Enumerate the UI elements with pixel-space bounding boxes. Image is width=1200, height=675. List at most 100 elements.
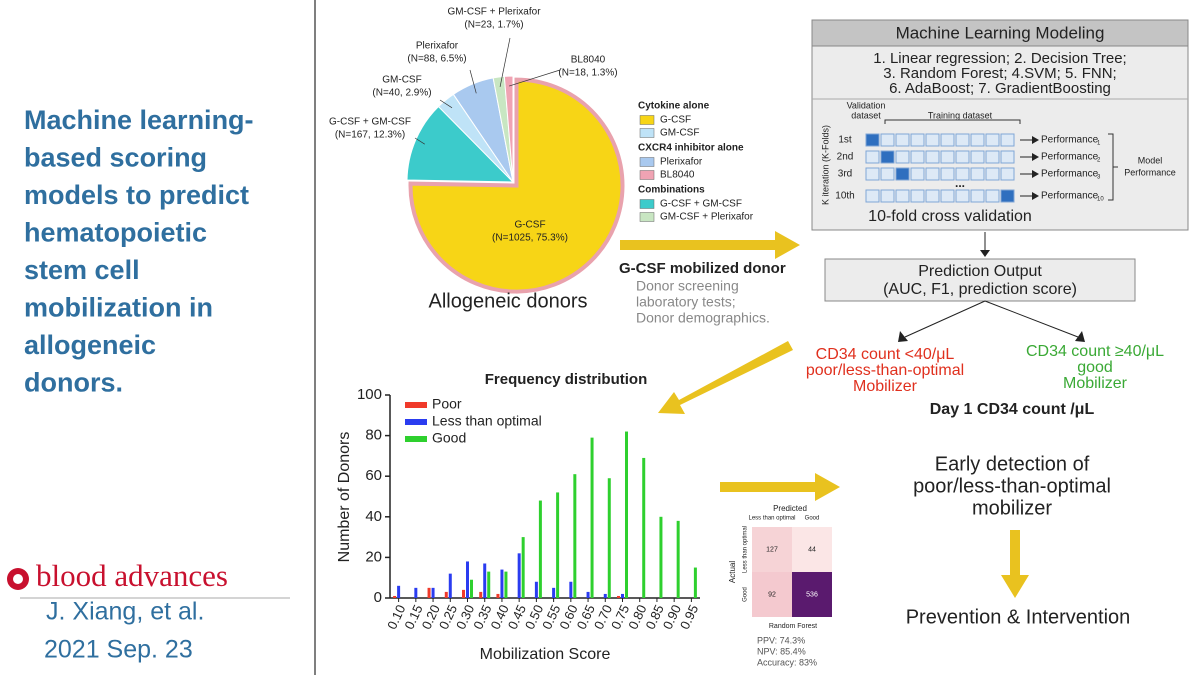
brace xyxy=(884,119,1021,124)
fold-block xyxy=(955,167,970,181)
arrow xyxy=(620,231,800,259)
bar xyxy=(448,573,452,598)
histogram: 0 20 40 60 80 100 Frequency distribution Mobili… xyxy=(336,371,701,663)
legend-swatch xyxy=(639,128,655,138)
fold-arrow-head xyxy=(1032,136,1039,144)
performance-label: Performance xyxy=(1041,191,1099,202)
pie-label: GM-CSF xyxy=(382,75,421,86)
slide-title: Machine learning-based scoring models to … xyxy=(24,105,254,398)
bar xyxy=(621,593,624,598)
bar xyxy=(483,563,487,598)
cm-model: Random Forest xyxy=(769,623,817,630)
performance-index: 10 xyxy=(1097,197,1104,203)
fold-block xyxy=(1000,150,1015,164)
ellipsis: ... xyxy=(955,176,965,190)
cm-row-label: Good xyxy=(743,587,749,602)
bar xyxy=(487,571,491,598)
pie-value-label: (N=1025, 75.3%) xyxy=(492,233,568,244)
fold-block xyxy=(925,167,940,181)
title-line: mobilization in xyxy=(24,293,213,323)
title-line: hematopoietic xyxy=(24,218,207,248)
bar xyxy=(556,492,560,598)
fold-block xyxy=(940,189,955,203)
fold-block xyxy=(985,150,1000,164)
legend-label: Plerixafor xyxy=(660,157,703,168)
fold-arrow-head xyxy=(1032,192,1039,200)
performance-index: 2 xyxy=(1097,158,1101,164)
prevention: Prevention & Intervention xyxy=(906,606,1131,628)
legend-swatch xyxy=(405,419,427,425)
cv-caption: 10-fold cross validation xyxy=(868,208,1032,225)
fold-block xyxy=(910,150,925,164)
brace xyxy=(1108,133,1118,201)
fold-block xyxy=(925,133,940,147)
arrow xyxy=(720,473,840,501)
fold-block xyxy=(940,167,955,181)
fold-arrow-head xyxy=(1032,170,1039,178)
good-outcome: CD34 count ≥40/μL xyxy=(1026,343,1164,360)
cm-metric: Accuracy: 83% xyxy=(757,657,817,667)
bar xyxy=(393,595,397,598)
bar xyxy=(521,537,525,598)
cm-cell xyxy=(792,527,832,572)
model-list: 3. Random Forest; 4.SVM; 5. FNN; xyxy=(883,65,1116,82)
cm-cell xyxy=(792,572,832,617)
fold-block xyxy=(865,167,880,181)
cm-cell xyxy=(752,572,792,617)
bar xyxy=(466,561,469,598)
legend-swatch xyxy=(405,436,427,442)
arrow xyxy=(1001,530,1029,598)
fold-block xyxy=(955,133,970,147)
arrow-head xyxy=(898,331,908,342)
bar xyxy=(517,553,521,598)
early-detection: Early detection of xyxy=(935,453,1090,475)
cm-cell-value: 44 xyxy=(808,546,816,553)
validation-label: Validation xyxy=(847,100,886,110)
poor-outcome: Mobilizer xyxy=(853,378,918,395)
fold-block xyxy=(970,189,985,203)
leader-line xyxy=(499,37,511,87)
bar xyxy=(607,478,611,598)
y-axis-label: Number of Donors xyxy=(336,432,353,563)
journal-name: blood advances xyxy=(36,558,228,593)
title-line: allogeneic xyxy=(24,330,156,360)
bar xyxy=(625,431,628,598)
pie-label: Plerixafor xyxy=(416,41,459,52)
journal-logo-inner xyxy=(13,574,23,584)
cm-cell-value: 127 xyxy=(766,546,778,553)
legend-swatch xyxy=(639,212,655,222)
k-fold-label: K iteration (K-Folds) xyxy=(820,125,830,205)
arrow xyxy=(658,341,793,414)
cm-column-label: Less than optimal xyxy=(748,516,795,522)
cm-column-label: Good xyxy=(805,516,820,522)
fold-block xyxy=(1000,167,1015,181)
legend-group-title: Cytokine alone xyxy=(638,101,710,112)
fold-block xyxy=(955,189,970,203)
fold-block xyxy=(895,133,910,147)
cm-metric: NPV: 85.4% xyxy=(757,646,806,656)
pie-label: G-CSF xyxy=(514,220,545,231)
fold-label: 3rd xyxy=(838,169,852,180)
pie-value-label: (N=40, 2.9%) xyxy=(372,88,431,99)
note: laboratory tests; xyxy=(636,294,736,310)
cm-actual: Actual xyxy=(728,561,737,583)
title-line: Machine learning- xyxy=(24,105,254,135)
legend-label: Less than optimal xyxy=(432,413,542,429)
legend-label: BL8040 xyxy=(660,170,695,181)
fold-block xyxy=(910,167,925,181)
ml-title: Machine Learning Modeling xyxy=(896,23,1105,42)
bar xyxy=(676,520,680,598)
pie-slice xyxy=(408,77,625,294)
pie-caption: Allogeneic donors xyxy=(429,290,588,312)
fold-block xyxy=(955,150,970,164)
y-tick-label: 60 xyxy=(365,467,382,484)
fold-block xyxy=(895,189,910,203)
model-performance: Model xyxy=(1138,155,1163,165)
fold-block xyxy=(880,150,895,164)
legend-label: G-CSF xyxy=(660,115,691,126)
pie-value-label: (N=23, 1.7%) xyxy=(464,20,523,31)
day1-label: Day 1 CD34 count /μL xyxy=(930,401,1095,418)
pie-value-label: (N=88, 6.5%) xyxy=(407,54,466,65)
cm-cell xyxy=(752,527,792,572)
